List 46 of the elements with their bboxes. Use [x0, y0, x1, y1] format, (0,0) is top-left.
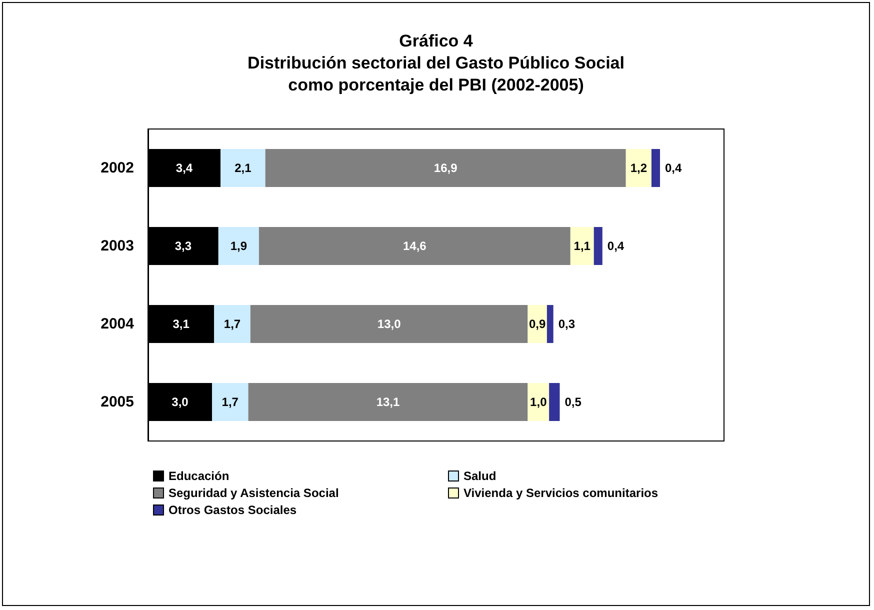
- bar: [212, 383, 248, 421]
- y-tick-label: 2002: [100, 160, 134, 176]
- data-label: 0,4: [607, 239, 624, 253]
- bar: [258, 227, 570, 265]
- bar: [265, 149, 626, 187]
- data-label: 3,4: [176, 161, 193, 175]
- legend-label: Otros Gastos Sociales: [168, 503, 297, 517]
- data-label: 3,0: [172, 395, 189, 409]
- bar: [570, 227, 594, 265]
- data-label: 13,1: [376, 395, 400, 409]
- bar: [220, 149, 266, 187]
- bar: [626, 149, 652, 187]
- legend-label: Salud: [464, 469, 496, 483]
- data-label: 1,7: [222, 395, 239, 409]
- bar: [546, 305, 554, 343]
- y-tick-label: 2003: [100, 238, 134, 254]
- data-label: 14,6: [402, 239, 427, 253]
- legend-label: Seguridad y Asistencia Social: [168, 486, 339, 500]
- bar: [528, 305, 547, 343]
- data-label: 1,7: [224, 317, 241, 331]
- bar: [594, 227, 602, 265]
- legend-label: Vivienda y Servicios comunitarios: [464, 486, 658, 500]
- data-label: 3,3: [174, 239, 192, 253]
- data-label: 0,5: [564, 395, 582, 409]
- data-label: 0,9: [528, 317, 546, 331]
- bar: [248, 383, 528, 421]
- legend-label: Educación: [168, 469, 230, 483]
- bar: [651, 149, 660, 187]
- bar: [218, 227, 259, 265]
- data-label: 1,9: [230, 239, 248, 253]
- chart-title: Gráfico 4 Distribución sectorial del Gasto Público Social como porcentaje del PBI (2002-2005): [248, 32, 624, 94]
- data-label: 0,3: [558, 317, 576, 331]
- data-label: 3,1: [172, 317, 190, 331]
- y-tick-label: 2005: [100, 394, 134, 410]
- data-label: 1,1: [574, 239, 591, 253]
- bar: [549, 383, 560, 421]
- data-label: 0,4: [665, 161, 682, 175]
- data-label: 2,1: [234, 161, 252, 175]
- data-label: 1,2: [630, 161, 648, 175]
- bar: [214, 305, 250, 343]
- bar: [528, 383, 550, 421]
- data-label: 1,0: [530, 395, 548, 409]
- data-label: 13,0: [377, 317, 402, 331]
- y-tick-label: 2004: [100, 316, 135, 332]
- data-label: 16,9: [434, 161, 458, 175]
- bar: [250, 305, 528, 343]
